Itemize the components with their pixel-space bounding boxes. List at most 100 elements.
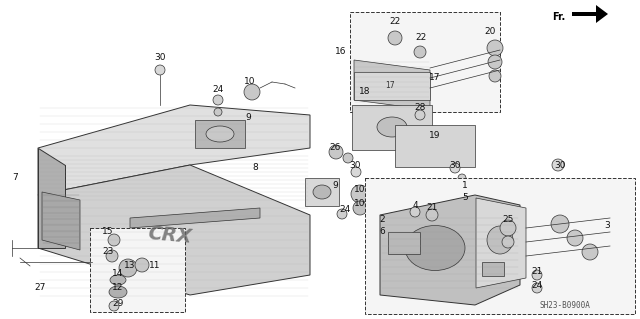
- Ellipse shape: [377, 117, 407, 137]
- Text: 9: 9: [332, 181, 338, 189]
- Text: 18: 18: [359, 87, 371, 97]
- Polygon shape: [476, 198, 526, 288]
- Text: 12: 12: [112, 284, 124, 293]
- Ellipse shape: [109, 286, 127, 298]
- Text: 10: 10: [244, 78, 256, 86]
- Text: 26: 26: [330, 144, 340, 152]
- Text: 7: 7: [12, 174, 18, 182]
- Circle shape: [109, 301, 119, 311]
- Circle shape: [487, 40, 503, 56]
- Bar: [354, 72, 430, 100]
- Text: 21: 21: [531, 268, 543, 277]
- Text: 24: 24: [212, 85, 223, 94]
- Text: 30: 30: [349, 160, 361, 169]
- Circle shape: [353, 201, 367, 215]
- Circle shape: [329, 145, 343, 159]
- Circle shape: [450, 163, 460, 173]
- Text: 14: 14: [112, 270, 124, 278]
- Circle shape: [489, 70, 501, 82]
- Circle shape: [106, 250, 118, 262]
- Text: SH23-B0900A: SH23-B0900A: [540, 301, 591, 310]
- Text: 10: 10: [355, 199, 365, 209]
- Circle shape: [119, 259, 137, 277]
- Circle shape: [567, 230, 583, 246]
- Ellipse shape: [206, 126, 234, 142]
- Text: 11: 11: [149, 261, 161, 270]
- Text: 23: 23: [102, 248, 114, 256]
- Text: 20: 20: [484, 27, 496, 36]
- Polygon shape: [195, 120, 245, 148]
- Circle shape: [410, 207, 420, 217]
- Circle shape: [458, 189, 465, 196]
- Bar: [305, 178, 339, 206]
- Polygon shape: [38, 148, 65, 248]
- Text: 30: 30: [449, 160, 461, 169]
- Text: 30: 30: [154, 54, 166, 63]
- Text: 4: 4: [412, 201, 418, 210]
- Circle shape: [502, 236, 514, 248]
- Polygon shape: [130, 208, 260, 228]
- Text: 30: 30: [554, 160, 566, 169]
- Circle shape: [532, 283, 542, 293]
- Circle shape: [214, 108, 222, 116]
- Text: 16: 16: [335, 48, 347, 56]
- Circle shape: [414, 46, 426, 58]
- Text: 17: 17: [429, 73, 441, 83]
- Circle shape: [426, 209, 438, 221]
- Circle shape: [552, 159, 564, 171]
- Text: 6: 6: [379, 227, 385, 236]
- Text: 10: 10: [355, 186, 365, 195]
- Bar: [90, 228, 185, 312]
- Circle shape: [351, 167, 361, 177]
- Circle shape: [388, 31, 402, 45]
- Text: 17: 17: [385, 81, 395, 91]
- Text: 29: 29: [112, 300, 124, 308]
- Polygon shape: [42, 192, 80, 250]
- Bar: [350, 12, 500, 112]
- Circle shape: [500, 220, 516, 236]
- Polygon shape: [572, 5, 608, 23]
- Bar: [352, 105, 432, 150]
- Text: CRX: CRX: [147, 224, 193, 246]
- Text: 13: 13: [124, 261, 136, 270]
- Bar: [482, 262, 504, 276]
- Circle shape: [351, 185, 369, 203]
- Text: 22: 22: [389, 18, 401, 26]
- Ellipse shape: [313, 185, 331, 199]
- Text: 9: 9: [245, 114, 251, 122]
- Polygon shape: [380, 195, 520, 305]
- Circle shape: [135, 258, 149, 272]
- Circle shape: [213, 95, 223, 105]
- Circle shape: [415, 110, 425, 120]
- Circle shape: [337, 209, 347, 219]
- Ellipse shape: [110, 275, 126, 285]
- Text: 1: 1: [462, 181, 468, 189]
- Circle shape: [532, 270, 542, 280]
- Text: 28: 28: [414, 103, 426, 113]
- Text: 3: 3: [604, 220, 610, 229]
- Polygon shape: [38, 165, 310, 295]
- Polygon shape: [354, 60, 430, 110]
- Circle shape: [244, 84, 260, 100]
- Circle shape: [343, 153, 353, 163]
- Ellipse shape: [405, 226, 465, 271]
- Bar: [395, 125, 475, 167]
- Circle shape: [582, 244, 598, 260]
- Circle shape: [458, 174, 466, 182]
- Text: 24: 24: [339, 205, 351, 214]
- Circle shape: [108, 234, 120, 246]
- Circle shape: [551, 215, 569, 233]
- Circle shape: [488, 55, 502, 69]
- Text: Fr.: Fr.: [552, 12, 565, 22]
- Text: 25: 25: [502, 216, 514, 225]
- Bar: [365, 178, 635, 314]
- Text: 24: 24: [531, 280, 543, 290]
- Text: 19: 19: [429, 130, 441, 139]
- Text: 5: 5: [462, 194, 468, 203]
- Text: 22: 22: [415, 33, 427, 42]
- Text: 27: 27: [35, 284, 45, 293]
- Text: 2: 2: [379, 216, 385, 225]
- Ellipse shape: [487, 226, 513, 254]
- Circle shape: [155, 65, 165, 75]
- Text: 8: 8: [252, 164, 258, 173]
